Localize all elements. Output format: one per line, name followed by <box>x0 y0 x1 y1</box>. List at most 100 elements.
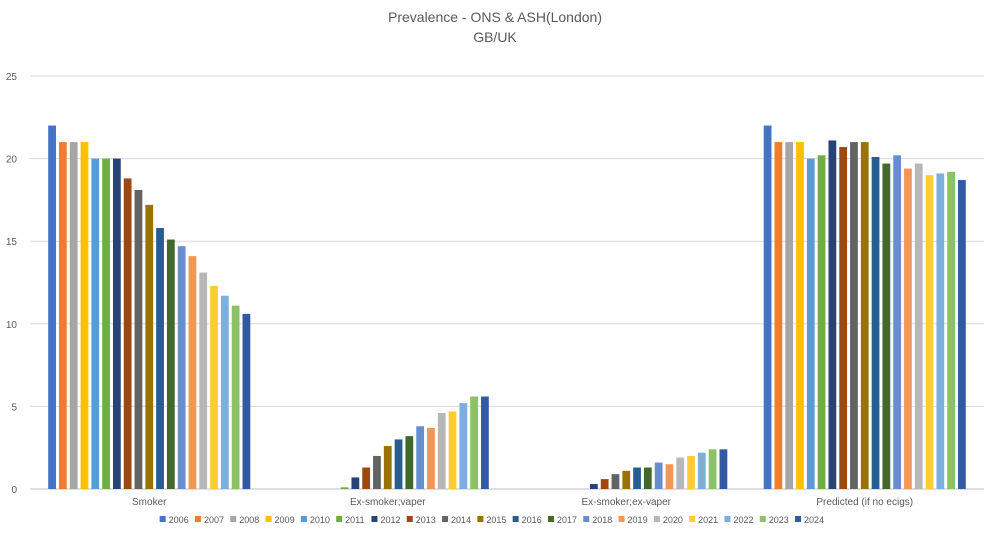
bar-2016 <box>394 439 403 489</box>
bar-2023 <box>708 449 717 489</box>
bar-2016 <box>156 227 164 489</box>
legend-label: 2020 <box>663 515 683 525</box>
bar-2012 <box>589 484 598 489</box>
chart-title: Prevalence - ONS & ASH(London) <box>388 9 602 25</box>
bar-2017 <box>882 163 891 489</box>
legend-label: 2024 <box>804 515 824 525</box>
bar-2012 <box>351 477 360 489</box>
bar-2016 <box>633 467 641 489</box>
bar-2015 <box>860 142 869 489</box>
bar-2021 <box>687 455 695 489</box>
y-tick-label: 5 <box>11 402 17 413</box>
bar-2017 <box>405 436 414 489</box>
bar-2007 <box>774 142 783 489</box>
legend-label: 2014 <box>451 515 471 525</box>
bar-2020 <box>914 163 923 489</box>
bar-2019 <box>427 427 435 489</box>
bar-2020 <box>199 272 208 489</box>
legend-label: 2016 <box>522 515 542 525</box>
legend-swatch-2008 <box>230 516 237 522</box>
legend-swatch-2020 <box>653 516 660 522</box>
y-tick-label: 10 <box>6 320 18 331</box>
bar-2023 <box>470 396 478 489</box>
legend-swatch-2006 <box>159 516 166 522</box>
bar-2015 <box>383 446 392 489</box>
bar-2018 <box>654 462 663 489</box>
legend-swatch-2017 <box>547 516 554 522</box>
bar-2016 <box>871 156 880 489</box>
bar-2010 <box>806 158 815 489</box>
bar-2017 <box>643 467 652 489</box>
legend-label: 2019 <box>628 515 648 525</box>
bar-2012 <box>112 158 121 489</box>
y-tick-label: 25 <box>6 72 18 83</box>
bar-2014 <box>134 189 143 489</box>
bar-2019 <box>188 256 197 489</box>
legend-swatch-2011 <box>336 516 343 522</box>
bar-2022 <box>459 403 468 489</box>
bar-2023 <box>947 171 955 490</box>
bar-2006 <box>763 125 772 489</box>
legend-label: 2012 <box>380 515 400 525</box>
bar-2019 <box>904 168 912 489</box>
legend-swatch-2010 <box>300 516 307 522</box>
legend: 2006 2007 2008 2009 2010 2011 2012 2013 2014 2015… <box>159 515 824 525</box>
y-tick-label: 20 <box>6 155 18 166</box>
bar-2023 <box>231 305 240 489</box>
bar-2024 <box>481 396 489 489</box>
bar-2008 <box>785 142 794 489</box>
bars <box>48 125 966 490</box>
legend-swatch-2007 <box>194 516 201 522</box>
bar-2024 <box>958 180 966 490</box>
bar-2022 <box>697 452 706 489</box>
legend-swatch-2013 <box>406 516 413 522</box>
bar-2017 <box>166 239 175 489</box>
y-tick-label: 0 <box>11 485 17 496</box>
bar-2019 <box>665 464 674 489</box>
legend-label: 2023 <box>769 515 789 525</box>
legend-label: 2022 <box>733 515 753 525</box>
legend-swatch-2023 <box>759 516 766 522</box>
bar-2012 <box>828 140 837 490</box>
legend-label: 2021 <box>698 515 718 525</box>
bar-2013 <box>600 479 609 489</box>
legend-label: 2010 <box>310 515 330 525</box>
legend-label: 2011 <box>345 515 364 525</box>
y-tick-label: 15 <box>6 237 18 248</box>
bar-2013 <box>362 467 371 489</box>
legend-label: 2013 <box>416 515 436 525</box>
legend-swatch-2012 <box>371 516 378 522</box>
bar-2020 <box>437 413 446 489</box>
legend-label: 2006 <box>169 515 189 525</box>
bar-2009 <box>80 142 89 489</box>
bar-2007 <box>59 142 67 489</box>
legend-swatch-2016 <box>512 516 519 522</box>
bar-2015 <box>622 470 631 489</box>
legend-label: 2007 <box>204 515 224 525</box>
bar-2021 <box>448 411 457 489</box>
x-category-label: Smoker <box>132 497 167 508</box>
bar-2013 <box>839 147 848 489</box>
chart-subtitle: GB/UK <box>473 29 517 45</box>
bar-2024 <box>242 313 251 489</box>
bar-2022 <box>220 295 229 489</box>
legend-swatch-2021 <box>689 516 696 522</box>
bar-2022 <box>936 173 945 489</box>
bar-2011 <box>817 155 826 489</box>
bar-2014 <box>611 474 620 489</box>
legend-label: 2009 <box>275 515 295 525</box>
legend-swatch-2014 <box>442 516 449 522</box>
legend-label: 2015 <box>486 515 506 525</box>
legend-swatch-2019 <box>618 516 625 522</box>
legend-swatch-2022 <box>724 516 731 522</box>
bar-2011 <box>340 487 349 489</box>
y-axis-ticks: 0 5 10 15 20 25 <box>6 72 18 496</box>
legend-label: 2017 <box>557 515 577 525</box>
legend-swatch-2015 <box>477 516 484 522</box>
bar-2006 <box>48 125 56 489</box>
bar-2024 <box>719 449 728 489</box>
bar-2020 <box>676 457 685 489</box>
legend-swatch-2024 <box>795 516 802 522</box>
